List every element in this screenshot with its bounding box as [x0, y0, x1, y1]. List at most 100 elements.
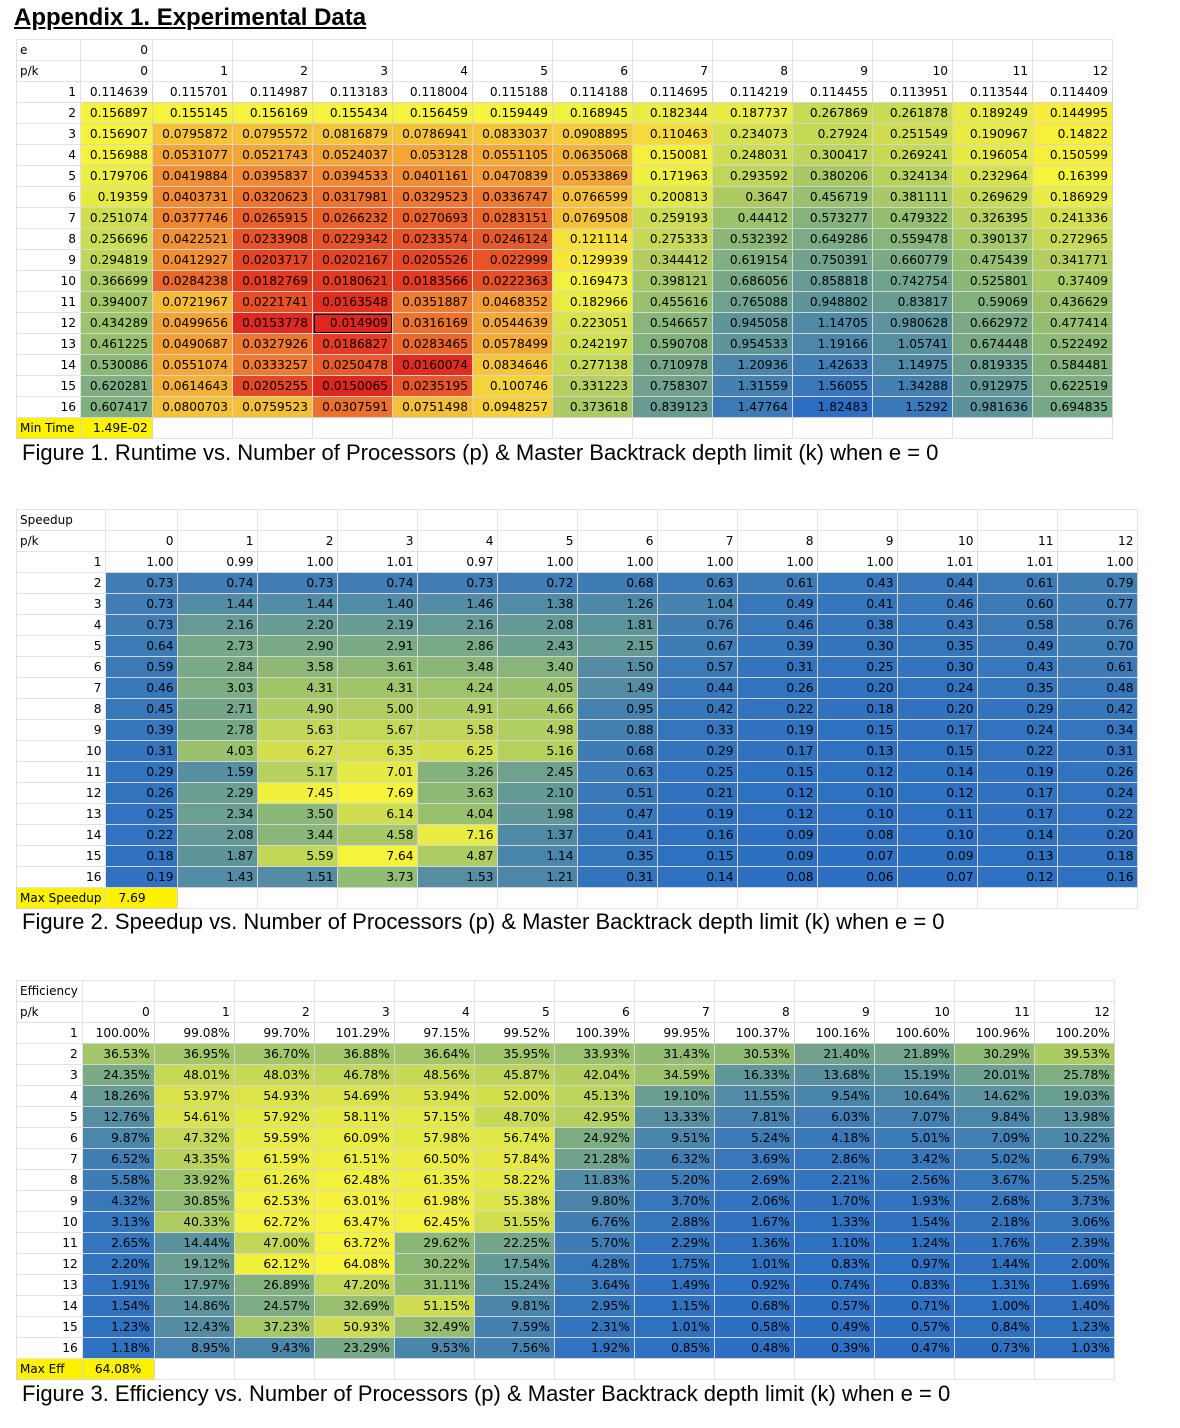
row-label-p: 12 [16, 312, 81, 334]
table-row: 12 2.20% 19.12% 62.12% 64.08% 30.22% 17.54% 4.2… [16, 1253, 1115, 1275]
table-row: 2 0.156897 0.155145 0.156169 0.155434 0.15645… [16, 102, 1113, 124]
table-header-value [105, 509, 179, 531]
data-cell: 0.0160074 [392, 354, 473, 376]
empty-cell [152, 39, 233, 61]
data-cell: 4.98 [497, 719, 579, 741]
data-cell: 0.48% [713, 1337, 795, 1359]
row-label-p: 8 [16, 1169, 83, 1191]
data-cell: 5.58% [81, 1169, 155, 1191]
data-cell: 100.60% [873, 1022, 955, 1044]
data-cell: 0.275333 [632, 228, 713, 250]
data-cell: 0.0150065 [312, 375, 393, 397]
empty-cell [553, 1358, 635, 1380]
data-cell: 0.461225 [80, 333, 153, 355]
table-row: 10 3.13% 40.33% 62.72% 63.47% 62.45% 51.55% 6.7… [16, 1211, 1115, 1233]
table-header-value: 0 [80, 39, 153, 61]
data-cell: 0.83% [873, 1274, 955, 1296]
data-cell: 0.14 [657, 866, 739, 888]
data-cell: 0.43 [817, 572, 899, 594]
data-cell: 1.53 [417, 866, 499, 888]
data-cell: 0.58 [977, 614, 1059, 636]
data-cell: 10.64% [873, 1085, 955, 1107]
table-row: 1 100.00% 99.08% 99.70% 101.29% 97.15% 99.52% 1… [16, 1022, 1115, 1044]
data-cell: 1.54% [81, 1295, 155, 1317]
data-cell: 0.0816879 [312, 123, 393, 145]
data-cell: 0.09 [737, 845, 819, 867]
data-cell: 0.114987 [232, 81, 313, 103]
data-cell: 0.16 [1057, 866, 1139, 888]
data-cell: 0.3647 [712, 186, 793, 208]
data-cell: 0.17 [897, 719, 979, 741]
data-cell: 1.34288 [872, 375, 953, 397]
data-cell: 12.76% [81, 1106, 155, 1128]
data-cell: 0.686056 [712, 270, 793, 292]
data-cell: 0.390137 [952, 228, 1033, 250]
data-cell: 0.0333257 [232, 354, 313, 376]
row-label-p: 1 [15, 551, 107, 573]
data-cell: 3.13% [81, 1211, 155, 1233]
data-cell: 4.05 [497, 677, 579, 699]
empty-cell [713, 980, 795, 1002]
data-cell: 0.14822 [1032, 123, 1113, 145]
data-cell: 8.95% [153, 1337, 235, 1359]
data-cell: 0.0614643 [152, 375, 233, 397]
data-cell: 5.63 [257, 719, 339, 741]
empty-cell [817, 509, 899, 531]
data-cell: 6.27 [257, 740, 339, 762]
data-cell: 0.30 [817, 635, 899, 657]
data-cell: 61.51% [313, 1148, 395, 1170]
data-cell: 1.23% [1033, 1316, 1115, 1338]
data-cell: 5.58 [417, 719, 499, 741]
empty-cell [633, 980, 715, 1002]
data-cell: 5.00 [337, 698, 419, 720]
row-label-p: 6 [16, 186, 81, 208]
data-cell: 4.28% [553, 1253, 635, 1275]
data-cell: 5.67 [337, 719, 419, 741]
data-cell: 0.948802 [792, 291, 873, 313]
data-cell: 0.44412 [712, 207, 793, 229]
data-cell: 2.39% [1033, 1232, 1115, 1254]
data-cell: 2.34 [177, 803, 259, 825]
row-label-p: 1 [16, 81, 81, 103]
data-cell: 1.03% [1033, 1337, 1115, 1359]
data-cell: 2.16 [417, 614, 499, 636]
row-label-p: 8 [16, 228, 81, 250]
column-header-k: 8 [713, 1001, 795, 1023]
data-cell: 9.80% [553, 1190, 635, 1212]
empty-cell [1033, 980, 1115, 1002]
data-cell: 0.954533 [712, 333, 793, 355]
column-header-k: 4 [417, 530, 499, 552]
data-cell: 0.41 [577, 824, 659, 846]
data-cell: 1.87 [177, 845, 259, 867]
data-cell: 61.98% [393, 1190, 475, 1212]
column-header-k: 6 [552, 60, 633, 82]
data-cell: 0.16 [657, 824, 739, 846]
empty-cell [473, 980, 555, 1002]
empty-cell [152, 417, 233, 439]
data-cell: 0.57 [657, 656, 739, 678]
data-cell: 0.622519 [1032, 375, 1113, 397]
data-cell: 6.32% [633, 1148, 715, 1170]
table-row: 7 0.251074 0.0377746 0.0265915 0.0266232 0.02… [16, 207, 1113, 229]
data-cell: 0.0533869 [552, 165, 633, 187]
data-cell: 0.660779 [872, 249, 953, 271]
data-cell: 2.31% [553, 1316, 635, 1338]
data-cell: 0.366699 [80, 270, 153, 292]
data-cell: 99.08% [153, 1022, 235, 1044]
data-cell: 0.0284238 [152, 270, 233, 292]
data-cell: 30.29% [953, 1043, 1035, 1065]
data-cell: 0.200813 [632, 186, 713, 208]
data-cell: 1.10% [793, 1232, 875, 1254]
data-cell: 0.168945 [552, 102, 633, 124]
data-cell: 0.76 [1057, 614, 1139, 636]
data-cell: 0.60 [977, 593, 1059, 615]
data-cell: 0.115701 [152, 81, 233, 103]
empty-cell [1057, 509, 1139, 531]
data-cell: 1.75% [633, 1253, 715, 1275]
column-header-k: 11 [953, 1001, 1035, 1023]
data-cell: 5.01% [873, 1127, 955, 1149]
table-row: 13 1.91% 17.97% 26.89% 47.20% 31.11% 15.24% 3.6… [16, 1274, 1115, 1296]
empty-cell [952, 417, 1033, 439]
data-cell: 59.59% [233, 1127, 315, 1149]
data-cell: 0.26 [1057, 761, 1139, 783]
